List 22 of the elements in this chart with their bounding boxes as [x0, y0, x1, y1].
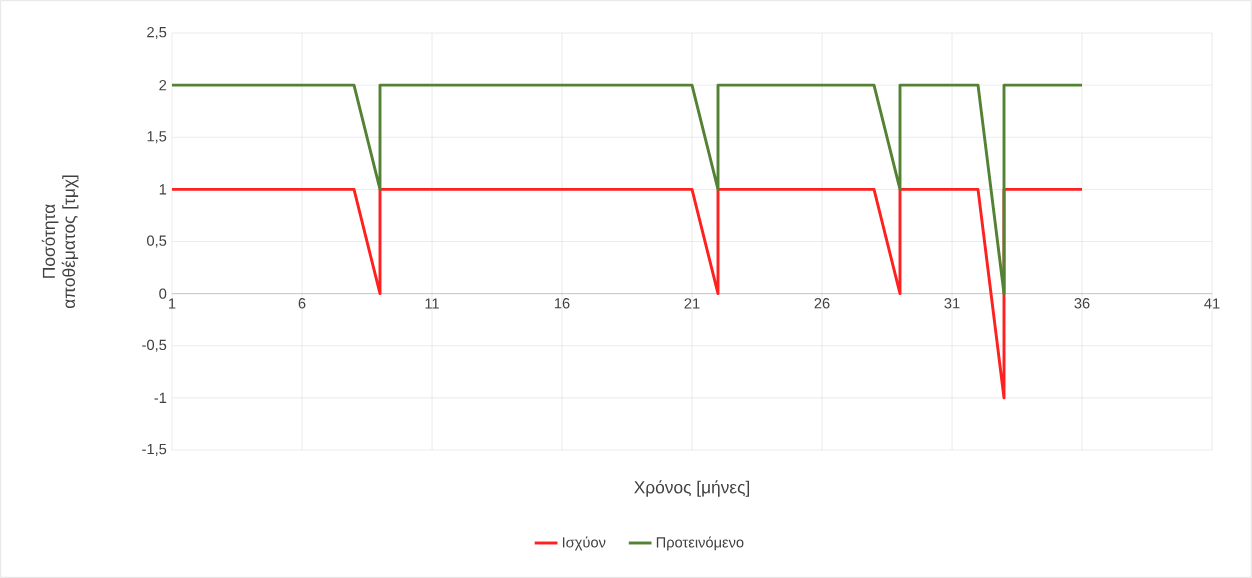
x-tick-label: 26 [814, 298, 830, 309]
x-tick-label: 36 [1074, 298, 1090, 309]
x-tick-label: 21 [684, 298, 700, 309]
legend-label: Προτεινόμενο [656, 536, 744, 551]
y-tick-label: 0,5 [147, 235, 167, 248]
x-tick-label: 16 [554, 298, 570, 309]
y-tick-label: 1 [159, 184, 167, 195]
legend-label: Ισχύον [562, 536, 606, 551]
y-tick-label: -0,5 [142, 339, 167, 352]
x-tick-label: 41 [1204, 298, 1220, 309]
y-tick-label: 2,5 [147, 26, 167, 40]
y-tick-label: 2 [159, 80, 167, 91]
x-tick-label: 6 [298, 298, 306, 309]
y-tick-label: 1,5 [147, 131, 167, 144]
y-tick-label: -1,5 [142, 444, 167, 456]
y-axis-title: Ποσότητα αποθέματος [τμχ] [41, 175, 79, 309]
x-tick-label: 1 [169, 298, 176, 309]
x-axis-title: Χρόνος [μήνες] [634, 480, 750, 497]
x-tick-label: 31 [944, 298, 960, 309]
x-tick-label: 11 [425, 298, 439, 309]
y-tick-label: -1 [154, 392, 167, 403]
y-tick-label: 0 [159, 288, 167, 299]
